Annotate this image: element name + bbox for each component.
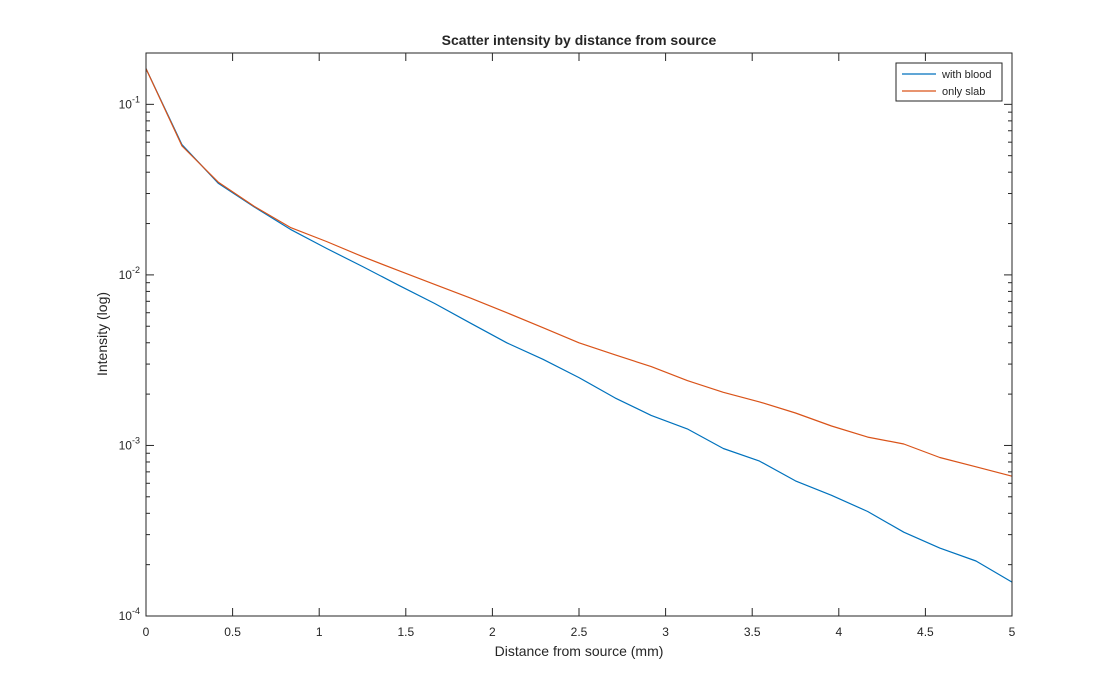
legend-label-0: with blood <box>941 69 992 81</box>
series-layer <box>145 68 1013 583</box>
legend-label-1: only slab <box>942 86 985 98</box>
x-tick-label: 2.5 <box>571 625 588 639</box>
legend: with blood only slab <box>895 62 1003 102</box>
y-tick-label: 10-2 <box>119 265 140 282</box>
plot-area <box>146 53 1012 616</box>
y-axis-label: Intensity (log) <box>94 292 110 376</box>
x-tick-label: 3.5 <box>744 625 761 639</box>
x-tick-label: 4.5 <box>917 625 934 639</box>
x-tick-label: 0.5 <box>224 625 241 639</box>
x-tick-label: 2 <box>489 625 496 639</box>
x-tick-label: 3 <box>662 625 669 639</box>
x-tick-label: 4 <box>835 625 842 639</box>
y-tick-label: 10-1 <box>119 94 140 111</box>
y-tick-label: 10-3 <box>119 435 140 452</box>
x-tick-label: 0 <box>143 625 150 639</box>
x-tick-label: 1.5 <box>397 625 414 639</box>
series-line-0 <box>145 68 1013 583</box>
x-axis-label: Distance from source (mm) <box>495 643 664 659</box>
x-tick-label: 5 <box>1009 625 1016 639</box>
y-tick-label: 10-4 <box>119 606 140 623</box>
series-line-1 <box>145 68 1013 477</box>
y-axis: 10-1 10-2 10-3 10-4 <box>119 52 1012 623</box>
chart-title: Scatter intensity by distance from sourc… <box>442 32 717 48</box>
x-axis: 0 0.5 1 1.5 2 2.5 3 3.5 4 4.5 5 <box>143 53 1016 639</box>
x-tick-label: 1 <box>316 625 323 639</box>
legend-box <box>895 62 1003 102</box>
